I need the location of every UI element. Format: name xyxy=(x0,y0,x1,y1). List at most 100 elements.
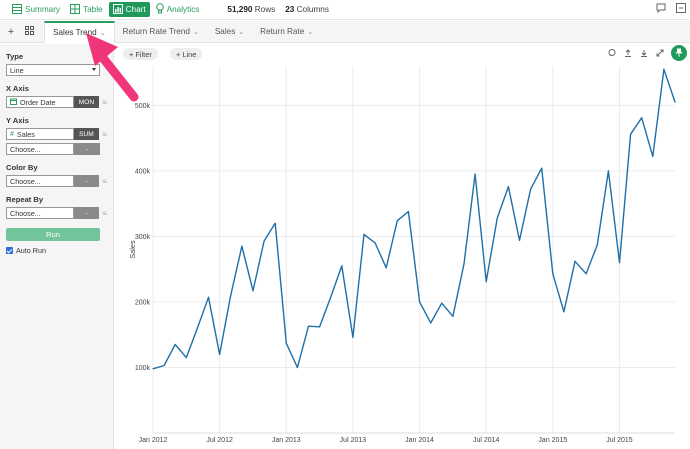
tab-sales-trend[interactable]: Sales Trend ⌄ xyxy=(44,20,115,43)
caret-down-icon xyxy=(92,68,96,71)
repeatby-aggregation[interactable]: - xyxy=(73,207,100,219)
run-button[interactable]: Run xyxy=(6,228,100,241)
sales-data-point xyxy=(230,294,232,296)
type-section: Type ? xyxy=(6,52,107,61)
tab-return-rate[interactable]: Return Rate ⌄ xyxy=(252,21,321,43)
drag-handle-icon[interactable]: ≡ xyxy=(102,97,107,107)
chat-bubble-icon[interactable] xyxy=(608,49,616,59)
y-tick-label: 300k xyxy=(135,234,151,241)
colorby-field[interactable]: Choose... xyxy=(6,175,74,187)
sales-data-point xyxy=(596,244,598,246)
x-tick-label: Jul 2015 xyxy=(606,437,633,444)
sales-data-point xyxy=(518,239,521,241)
yaxis-aggregation-button[interactable]: SUM xyxy=(73,128,100,140)
xaxis-aggregation-button[interactable]: MON xyxy=(73,96,100,108)
rows-count: 51,290 Rows xyxy=(227,5,275,14)
sales-data-point xyxy=(452,315,454,317)
auto-run-label: Auto Run xyxy=(16,246,46,255)
tab-return-rate-trend[interactable]: Return Rate Trend ⌄ xyxy=(115,21,207,43)
chevron-down-icon[interactable]: ⌄ xyxy=(307,28,314,36)
sales-data-point xyxy=(552,273,554,275)
x-tick-label: Jul 2014 xyxy=(473,437,500,444)
auto-run-toggle[interactable]: Auto Run xyxy=(6,246,107,255)
y-axis-label: Sales xyxy=(128,240,137,259)
type-label: Type xyxy=(6,52,24,61)
sales-data-point xyxy=(663,68,665,70)
add-tab-button[interactable]: + xyxy=(4,25,18,39)
yaxis-field-value: Sales xyxy=(16,129,35,139)
chart-type-select[interactable]: Line xyxy=(6,64,100,76)
sales-data-point xyxy=(274,222,276,224)
tab-label: Sales Trend xyxy=(53,28,97,37)
yaxis-choose-field[interactable]: Choose... xyxy=(6,143,74,155)
sales-data-point xyxy=(174,343,176,346)
chevron-down-icon[interactable]: ⌄ xyxy=(99,29,106,37)
xaxis-field[interactable]: Order Date xyxy=(6,96,74,108)
rows-count-value: 51,290 xyxy=(227,5,253,14)
drag-handle-icon[interactable]: ≡ xyxy=(102,176,107,186)
summary-button[interactable]: Summary xyxy=(8,2,64,17)
summary-icon xyxy=(12,3,25,16)
yaxis-choose-aggregation[interactable]: - xyxy=(74,143,100,155)
repeatby-field[interactable]: Choose... xyxy=(6,207,74,219)
colorby-aggregation[interactable]: - xyxy=(73,175,100,187)
sales-data-point xyxy=(152,368,154,370)
analytics-button[interactable]: Analytics xyxy=(152,2,204,17)
y-tick-label: 100k xyxy=(135,365,151,372)
yaxis-field[interactable]: # Sales xyxy=(6,128,74,140)
drag-handle-icon[interactable]: ≡ xyxy=(102,208,107,218)
analytics-label: Analytics xyxy=(166,5,200,14)
xaxis-label: X Axis xyxy=(6,84,29,93)
yaxis-label: Y Axis xyxy=(6,116,29,125)
y-tick-label: 400k xyxy=(135,168,151,175)
sales-data-point xyxy=(563,311,565,313)
sales-data-point xyxy=(430,322,432,324)
sales-data-point xyxy=(407,210,409,213)
y-tick-label: 500k xyxy=(135,103,151,110)
chevron-down-icon[interactable]: ⌄ xyxy=(238,28,245,36)
rows-label: Rows xyxy=(254,5,276,14)
sales-data-point xyxy=(396,220,398,222)
sales-data-point xyxy=(463,263,465,265)
xaxis-section: X Axis xyxy=(6,84,107,93)
x-tick-label: Jul 2012 xyxy=(206,437,233,444)
sales-data-point xyxy=(485,281,487,283)
help-icon[interactable]: ? xyxy=(99,52,107,61)
chevron-down-icon[interactable]: ⌄ xyxy=(192,28,199,36)
chart-area: 100k 200k 300k 400k 500k Jan 2012 Jul 2012 Jan … xyxy=(115,44,690,449)
upload-icon[interactable] xyxy=(624,49,632,59)
pin-button[interactable] xyxy=(671,45,687,61)
collapse-icon[interactable] xyxy=(676,3,686,15)
sales-data-point xyxy=(296,366,298,369)
sales-data-point xyxy=(241,245,243,247)
add-filter-button[interactable]: + Filter xyxy=(123,48,158,60)
table-label: Table xyxy=(83,5,103,14)
grid-view-button[interactable] xyxy=(22,25,36,39)
repeatby-label: Repeat By xyxy=(6,195,44,204)
auto-run-checkbox[interactable] xyxy=(6,247,13,254)
table-icon xyxy=(70,3,83,16)
tab-label: Sales xyxy=(214,27,236,36)
x-tick-label: Jan 2012 xyxy=(139,437,168,444)
chart-button[interactable]: Chart xyxy=(108,2,150,17)
sales-data-point xyxy=(641,117,643,119)
xaxis-field-value: Order Date xyxy=(20,97,56,107)
tab-sales[interactable]: Sales ⌄ xyxy=(207,21,252,43)
chart-config-panel: Type ? Line X Axis Order Date MON ≡ Y Ax… xyxy=(0,44,114,449)
sales-data-point xyxy=(630,133,632,135)
table-button[interactable]: Table xyxy=(66,2,107,17)
sales-data-point xyxy=(374,242,376,244)
sales-data-point xyxy=(574,260,576,262)
expand-icon[interactable] xyxy=(656,49,664,59)
pin-icon xyxy=(675,48,683,59)
comment-icon[interactable] xyxy=(656,3,666,15)
drag-handle-icon[interactable]: ≡ xyxy=(102,129,107,139)
download-icon[interactable] xyxy=(640,49,648,59)
chart-tools xyxy=(608,49,664,59)
add-line-button[interactable]: + Line xyxy=(170,48,203,60)
sales-data-point xyxy=(530,188,532,190)
sales-data-point xyxy=(307,325,310,327)
tab-label: Return Rate Trend xyxy=(122,27,190,36)
sales-data-point xyxy=(674,101,676,103)
sales-data-point xyxy=(352,336,354,338)
